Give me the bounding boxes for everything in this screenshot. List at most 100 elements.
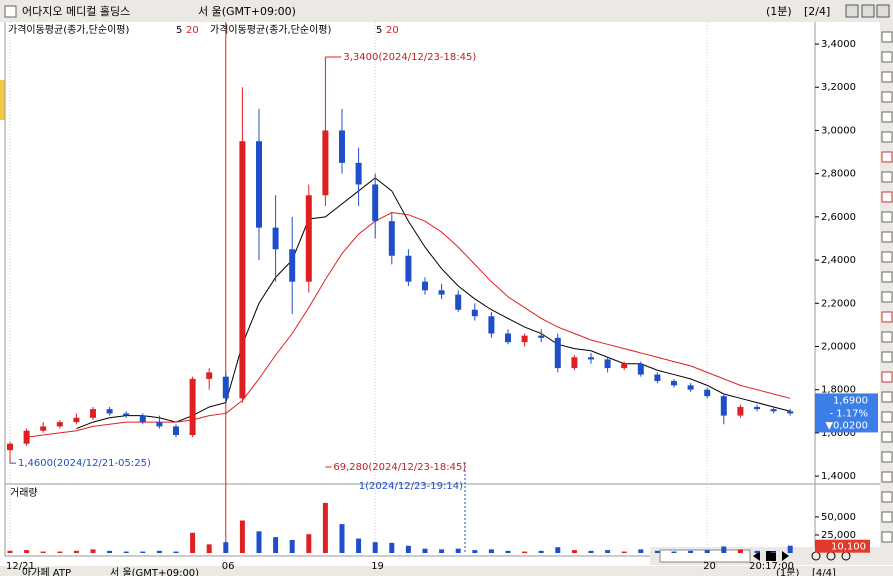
candle-body <box>289 249 296 282</box>
interval: (1분) <box>766 5 792 18</box>
volume-bar <box>356 538 362 553</box>
candle-body <box>139 415 146 423</box>
volume-bar <box>322 502 328 553</box>
volume-bar <box>555 547 561 553</box>
y-tick-label: 1,8000 <box>821 385 856 396</box>
volume-bar <box>538 550 544 553</box>
volume-bar <box>289 540 295 553</box>
exchange: 서 울(GMT+09:00) <box>198 5 296 18</box>
volume-bar <box>40 551 46 553</box>
volume-bar <box>123 551 129 553</box>
price-badge <box>815 393 878 433</box>
volume-bar <box>588 550 594 553</box>
change: ▼0,0200 <box>825 420 868 431</box>
candle-body <box>322 130 329 196</box>
volume-bar <box>688 550 694 553</box>
candle-body <box>405 255 412 282</box>
volume-bar <box>721 546 727 553</box>
bottom-window-title: 아가페 ATP <box>22 567 71 576</box>
candle-body <box>687 385 694 390</box>
candle-body <box>754 406 760 410</box>
candle-body <box>372 184 379 222</box>
y-tick-label: 3,0000 <box>821 125 856 136</box>
volume-bar <box>273 537 279 553</box>
volume-bar <box>505 550 511 553</box>
volume-bar <box>389 542 395 553</box>
candle-body <box>704 389 711 397</box>
legend-period: 5 <box>176 25 182 36</box>
volume-note-annotation: 1(2024/12/23-19:14) <box>359 481 463 492</box>
candle-body <box>538 335 545 338</box>
candle-body <box>422 281 428 291</box>
y-tick-label: 3,4000 <box>821 39 856 50</box>
candle-body <box>388 221 395 256</box>
candle-body <box>455 294 462 310</box>
candle-body <box>588 357 594 360</box>
legend-period: 20 <box>186 25 199 36</box>
candle-body <box>720 396 727 416</box>
volume-bar <box>206 544 212 553</box>
candle-body <box>654 374 661 382</box>
y-tick-label: 2,2000 <box>821 298 856 309</box>
window-button[interactable] <box>861 4 875 18</box>
volume-bar <box>156 550 162 553</box>
scroll-thumb[interactable] <box>659 549 751 563</box>
candle-body <box>206 372 213 379</box>
x-tick-label: 06 <box>222 561 235 572</box>
candle-body <box>222 376 229 399</box>
volume-bar <box>737 549 743 553</box>
x-tick-label: 19 <box>371 561 384 572</box>
legend-label: 가격이동평균(종가,단순이평) <box>210 23 331 36</box>
candle-body <box>23 430 30 444</box>
volume-bar <box>306 534 312 553</box>
candle-body <box>737 406 744 416</box>
volume-bar <box>7 550 13 553</box>
bottom-interval: (1분) <box>776 567 799 576</box>
close-button[interactable] <box>876 4 890 18</box>
candle-body <box>239 141 246 399</box>
price-badge-label: 1,6900 <box>833 395 868 406</box>
volume-bar <box>704 550 710 553</box>
volume-bar <box>571 550 577 553</box>
toolbar-icons[interactable] <box>881 31 893 543</box>
candle-body <box>7 443 13 451</box>
window-button[interactable] <box>845 4 859 18</box>
volume-badge <box>815 539 870 553</box>
volume-bar <box>605 550 611 553</box>
volume-bar <box>472 550 478 553</box>
candle-body <box>56 422 63 427</box>
candle-body <box>106 409 113 414</box>
volume-bar <box>372 542 378 553</box>
volume-bar <box>24 550 30 553</box>
volume-bar <box>90 549 96 553</box>
candle-body <box>256 141 262 228</box>
candle-body <box>571 357 578 369</box>
moving-average-line <box>26 212 791 438</box>
scroll-left[interactable] <box>753 551 760 561</box>
volume-bar <box>140 551 146 553</box>
volume-tick-label: 50,000 <box>821 512 856 523</box>
candle-body <box>787 411 794 414</box>
volume-bar <box>339 524 345 553</box>
candle-body <box>671 381 677 386</box>
volume-bar <box>754 550 760 553</box>
candle-body <box>305 195 312 282</box>
side-marker <box>0 80 5 120</box>
volume-bar <box>439 549 445 553</box>
legend-period: 20 <box>386 25 399 36</box>
volume-title: 거래량 <box>10 487 38 499</box>
window-title: 어다지오 메디컬 홀딩스 <box>22 5 130 18</box>
volume-bar <box>787 545 793 553</box>
candle-body <box>637 363 644 375</box>
volume-bar <box>173 551 179 553</box>
y-tick-label: 2,0000 <box>821 341 856 352</box>
volume-bar <box>771 551 777 553</box>
high-annotation: 3,3400(2024/12/23-18:45) <box>343 52 476 63</box>
y-tick-label: 2,6000 <box>821 212 856 223</box>
scroll-right[interactable] <box>782 551 789 561</box>
candle-body <box>355 162 362 185</box>
stop-button[interactable] <box>766 551 776 561</box>
checkbox[interactable] <box>4 5 17 18</box>
